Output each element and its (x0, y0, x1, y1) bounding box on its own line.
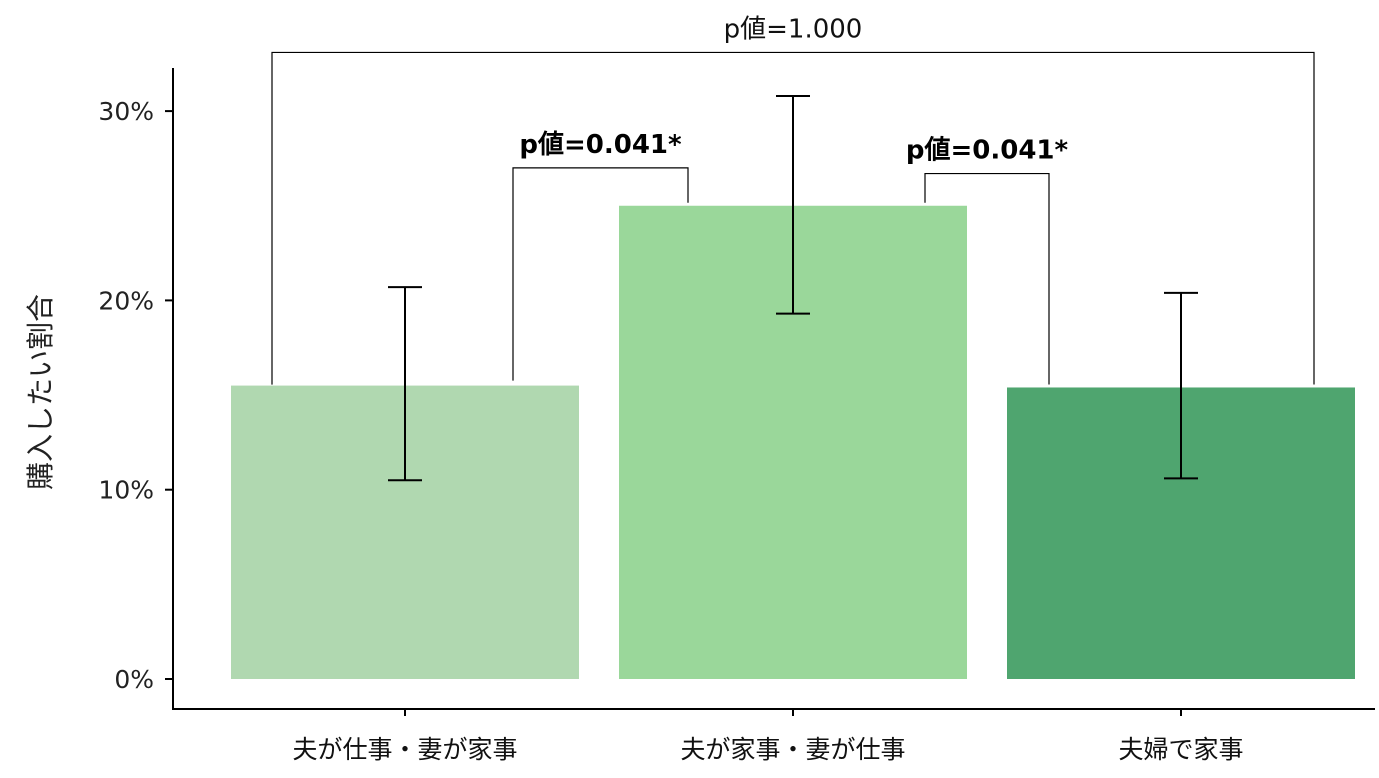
y-tick-label: 20% (98, 286, 154, 315)
p-value-label: p値=1.000 (724, 14, 863, 44)
y-axis-label: 購入したい割合 (24, 294, 57, 490)
x-tick-label: 夫が家事・妻が仕事 (680, 735, 905, 764)
significance-bracket (512, 167, 689, 381)
y-tick-label: 0% (114, 665, 154, 694)
p-value-label: p値=0.041* (906, 136, 1069, 166)
y-ticks: 0% 10% 20% 30% (98, 97, 173, 694)
error-bars (388, 94, 1198, 482)
significance-bracket (271, 51, 1315, 385)
x-ticks: 夫が仕事・妻が家事 夫が家事・妻が仕事 夫婦で家事 (292, 709, 1244, 764)
y-tick-label: 10% (98, 476, 154, 505)
x-tick-label: 夫が仕事・妻が家事 (292, 735, 517, 764)
y-tick-label: 30% (98, 97, 154, 126)
p-value-label: p値=0.041* (519, 130, 682, 160)
x-tick-label: 夫婦で家事 (1118, 735, 1243, 764)
significance-brackets: p値=0.041* p値=0.041* p値=1.000 (271, 14, 1315, 385)
significance-bracket (924, 172, 1050, 385)
